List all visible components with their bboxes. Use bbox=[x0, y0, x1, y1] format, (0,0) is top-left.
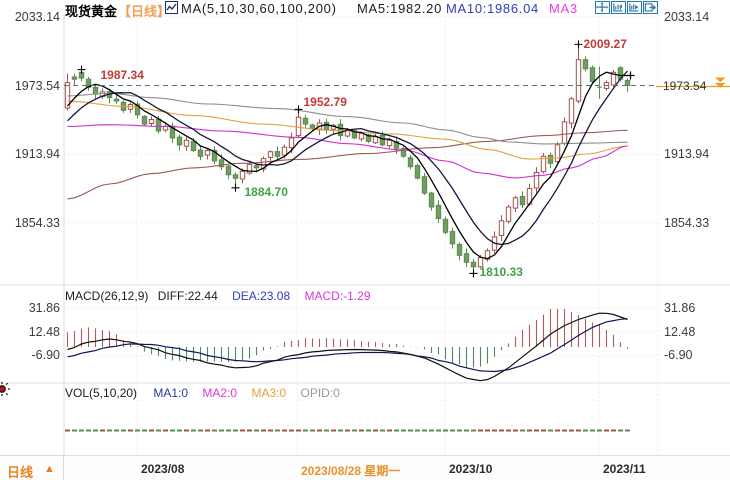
macd-histogram bbox=[66, 309, 629, 368]
dea-line bbox=[67, 318, 628, 373]
macd-axis-label-left: 31.86 bbox=[28, 300, 60, 315]
low-price-annotation: 1884.70 bbox=[244, 184, 288, 199]
main-axis-label-left: 1973.54 bbox=[14, 78, 60, 93]
extreme-markers bbox=[77, 40, 583, 278]
macd-axis-label-right: 31.86 bbox=[664, 300, 696, 315]
main-axis-label-left: 1913.94 bbox=[14, 147, 60, 162]
period-selector-label: 日线 bbox=[7, 465, 34, 480]
chart-play-icon-glyph bbox=[627, 1, 642, 14]
instrument-title: 现货黄金 bbox=[65, 4, 118, 19]
date-label: 2023/11 bbox=[603, 462, 646, 476]
diff-line bbox=[67, 312, 628, 382]
vol-ma3-value: MA3:0 bbox=[251, 386, 287, 400]
chart-zoom-out-icon[interactable] bbox=[611, 1, 626, 14]
ma-line-ma5 bbox=[67, 71, 628, 260]
main-axis-label-right: 2033.14 bbox=[664, 9, 710, 24]
high-price-annotation: 1952.79 bbox=[303, 95, 347, 110]
chart-toolbar bbox=[595, 1, 658, 15]
price-tag-marker bbox=[715, 77, 726, 88]
high-price-annotation: 2009.27 bbox=[583, 37, 627, 52]
export-window-icon[interactable] bbox=[643, 1, 658, 14]
sun-settings-icon bbox=[0, 382, 10, 396]
ma-line-ma10 bbox=[67, 70, 628, 246]
date-label: 2023/10 bbox=[449, 462, 493, 476]
current-price-tag: 1973.54 bbox=[663, 79, 707, 93]
candlestick-chart-icon bbox=[165, 1, 178, 14]
vol-ma1-value: MA1:0 bbox=[153, 386, 189, 400]
ma30-value-label: MA3 bbox=[549, 1, 578, 16]
macd-title: MACD(26,12,9) bbox=[65, 289, 149, 303]
chart-play-icon[interactable] bbox=[627, 1, 642, 14]
period-tag: 【日线】 bbox=[118, 4, 171, 19]
macd-dea-value: DEA:23.08 bbox=[232, 289, 291, 303]
vol-opid-value: OPID:0 bbox=[300, 386, 340, 400]
chart-header: 现货黄金 【日线】 MA(5,10,30,60,100,200) MA5:198… bbox=[0, 0, 730, 19]
ma-settings-label: MA(5,10,30,60,100,200) bbox=[181, 1, 337, 16]
macd-axis-label-right: -6.90 bbox=[664, 348, 693, 363]
high-price-annotation: 1987.34 bbox=[100, 67, 144, 82]
macd-axis-label-left: -6.90 bbox=[31, 348, 61, 363]
vol-ma2-value: MA2:0 bbox=[202, 386, 238, 400]
main-axis-label-right: 1854.33 bbox=[664, 215, 710, 230]
main-axis-label-left: 1854.33 bbox=[14, 215, 60, 230]
main-axis-label-right: 1913.94 bbox=[664, 147, 710, 162]
date-label: 2023/08 bbox=[141, 462, 185, 476]
chevron-up-icon: ▲ bbox=[44, 463, 55, 475]
macd-macd-value: MACD:-1.29 bbox=[304, 289, 371, 303]
date-axis-bar: 2023/08 2023/08/28 星期一 2023/10 2023/11 bbox=[0, 455, 730, 480]
period-selector[interactable]: 日线 ▲ bbox=[0, 455, 64, 480]
vol-indicator-row[interactable]: VOL(5,10,20) MA1:0 MA2:0 MA3:0 OPID:0 bbox=[65, 386, 351, 400]
ma5-value-label: MA5:1982.20 bbox=[357, 1, 443, 16]
main-axis-label-left: 2033.14 bbox=[14, 9, 60, 24]
ma-line-ma100 bbox=[67, 92, 628, 145]
macd-axis-label-right: 12.48 bbox=[664, 324, 696, 339]
candlesticks bbox=[64, 44, 631, 274]
ma-line-ma60 bbox=[67, 100, 628, 160]
ma-line-ma200 bbox=[67, 129, 628, 200]
ma10-value-label: MA10:1986.04 bbox=[446, 1, 539, 16]
export-window-icon-glyph bbox=[643, 1, 658, 14]
crosshair-move-icon-glyph bbox=[595, 1, 610, 14]
macd-axis-label-left: 12.48 bbox=[28, 324, 60, 339]
macd-indicator-row[interactable]: MACD(26,12,9) DIFF:22.44 DEA:23.08 MACD:… bbox=[65, 289, 382, 303]
low-price-annotation: 1810.33 bbox=[479, 265, 523, 280]
gridlines bbox=[0, 14, 730, 480]
crosshair-move-icon[interactable] bbox=[595, 1, 610, 14]
ma-line-ma30 bbox=[67, 124, 628, 179]
macd-diff-value: DIFF:22.44 bbox=[157, 289, 218, 303]
vol-title: VOL(5,10,20) bbox=[65, 386, 138, 400]
chart-zoom-out-icon-glyph bbox=[611, 1, 626, 14]
date-label-highlighted: 2023/08/28 星期一 bbox=[301, 464, 401, 478]
ma-end-marker bbox=[626, 71, 635, 80]
